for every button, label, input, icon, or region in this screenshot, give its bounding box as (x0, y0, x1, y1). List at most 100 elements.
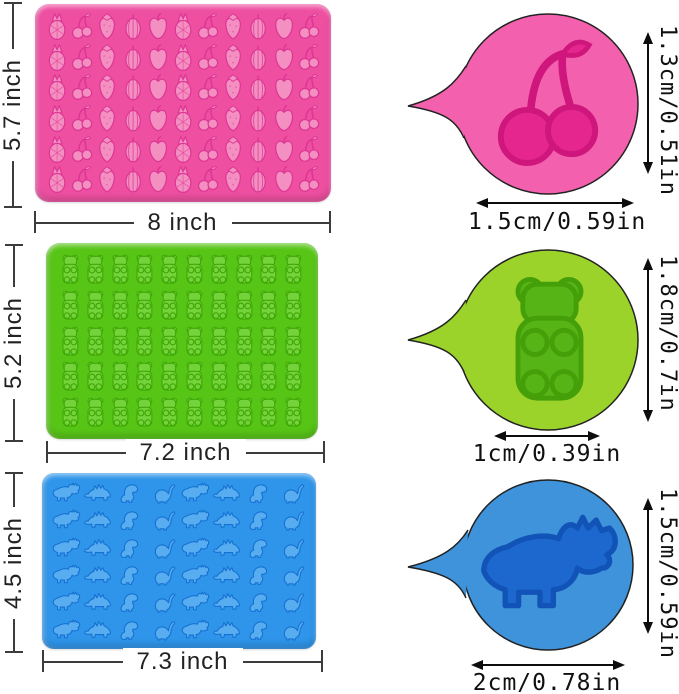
dinosaur-mold-width-dimension: 7.3 inch (42, 647, 323, 676)
mold-cavity-cherry (196, 43, 220, 72)
mold-cavity-pineapple (171, 104, 195, 133)
mold-cavity-pineapple (171, 43, 195, 72)
mold-cavity-bear (233, 396, 256, 429)
mold-cavity-trex (116, 535, 146, 560)
mold-cavity-triceratops (51, 507, 81, 532)
dimension-cap (4, 2, 22, 4)
mold-cavity-bear (84, 360, 107, 393)
mold-cavity-trex (116, 589, 146, 614)
callout-tail-outline (407, 529, 469, 599)
mold-cavity-cherry (196, 12, 220, 41)
mold-cavity-trex (116, 617, 146, 642)
mold-cavity-strawberry (221, 43, 245, 72)
mold-cavity-stegosaurus (83, 562, 113, 587)
mold-cavity-apple (146, 104, 170, 133)
mold-cavity-strawberry (95, 135, 119, 164)
mold-cavity-bronto (277, 617, 307, 642)
mold-cavity-stegosaurus (83, 480, 113, 505)
mold-cavity-cherry (297, 104, 321, 133)
mold-cavity-trex (245, 507, 275, 532)
mold-cavity-apple (146, 43, 170, 72)
mold-cavity-bear (233, 289, 256, 322)
bear-mold-height-dimension: 5.2 inch (0, 244, 28, 442)
mold-cavity-bear (59, 396, 82, 429)
mold-cavity-melon (246, 12, 270, 41)
mold-cavity-bear (233, 360, 256, 393)
mold-cavity-bear (208, 253, 231, 286)
callout-tail-outline (407, 299, 467, 373)
mold-cavity-bear (84, 325, 107, 358)
mold-cavity-bear (208, 396, 231, 429)
fruit-mold-height-label: 5.7 inch (0, 48, 27, 162)
mold-cavity-bear (282, 396, 305, 429)
mold-cavity-cherry (196, 104, 220, 133)
dimension-cap (42, 650, 44, 672)
dimension-cap (329, 211, 331, 233)
mold-cavity-strawberry (95, 104, 119, 133)
mold-cavity-melon (246, 43, 270, 72)
mold-cavity-stegosaurus (83, 617, 113, 642)
mold-cavity-bronto (277, 589, 307, 614)
mold-cavity-strawberry (221, 12, 245, 41)
mold-cavity-pineapple (171, 73, 195, 102)
mold-cavity-bear (59, 360, 82, 393)
mold-cavity-pineapple (171, 12, 195, 41)
mold-cavity-bear (84, 289, 107, 322)
mold-cavity-bear (59, 289, 82, 322)
mold-cavity-apple (272, 43, 296, 72)
mold-cavity-bear (158, 396, 181, 429)
mold-cavity-stegosaurus (212, 562, 242, 587)
mold-cavity-pineapple (45, 73, 69, 102)
mold-cavity-cherry (70, 135, 94, 164)
bear-mold-cavity-grid (59, 253, 305, 429)
dimension-cap (5, 651, 23, 653)
dinosaur-mold-height-dimension: 4.5 inch (0, 472, 28, 653)
mold-cavity-trex (245, 480, 275, 505)
dimension-cap (34, 211, 36, 233)
mold-cavity-stegosaurus (212, 535, 242, 560)
mold-cavity-bear (109, 396, 132, 429)
mold-cavity-bear (59, 325, 82, 358)
callout-tail (408, 300, 466, 372)
mold-cavity-pineapple (45, 165, 69, 194)
mold-cavity-stegosaurus (83, 507, 113, 532)
mold-cavity-bear (183, 253, 206, 286)
mold-cavity-bronto (148, 562, 178, 587)
mold-cavity-strawberry (95, 165, 119, 194)
mold-cavity-melon (121, 165, 145, 194)
width-arrow-icon (494, 431, 600, 441)
mold-cavity-bronto (148, 535, 178, 560)
mold-cavity-strawberry (95, 73, 119, 102)
mold-cavity-melon (246, 165, 270, 194)
mold-cavity-apple (272, 135, 296, 164)
mold-cavity-bear (109, 325, 132, 358)
mold-cavity-apple (272, 12, 296, 41)
bear-mold (46, 243, 318, 439)
mold-cavity-trex (116, 562, 146, 587)
mold-cavity-stegosaurus (212, 507, 242, 532)
mold-cavity-cherry (196, 135, 220, 164)
mold-cavity-triceratops (180, 589, 210, 614)
bear-mold-height-label: 5.2 inch (0, 286, 28, 400)
width-arrow-icon (471, 660, 625, 670)
mold-cavity-bear (257, 289, 280, 322)
cavity-height-label: 1.5cm/0.59in (655, 488, 679, 659)
mold-cavity-bronto (277, 507, 307, 532)
mold-cavity-stegosaurus (212, 589, 242, 614)
mold-cavity-pineapple (45, 12, 69, 41)
mold-cavity-cherry (70, 165, 94, 194)
mold-cavity-bear (257, 396, 280, 429)
mold-cavity-melon (246, 135, 270, 164)
mold-cavity-triceratops (180, 507, 210, 532)
mold-cavity-triceratops (51, 589, 81, 614)
dinosaur-mold-height-label: 4.5 inch (0, 506, 28, 619)
mold-cavity-bear (208, 360, 231, 393)
mold-cavity-melon (121, 12, 145, 41)
dinosaur-mold (42, 473, 316, 649)
fruit-mold-height-dimension: 5.7 inch (0, 2, 27, 208)
cavity-width-label: 1.5cm/0.59in (468, 209, 647, 235)
mold-cavity-bear (208, 325, 231, 358)
mold-cavity-bear (282, 360, 305, 393)
mold-cavity-melon (121, 135, 145, 164)
mold-cavity-bear (109, 289, 132, 322)
